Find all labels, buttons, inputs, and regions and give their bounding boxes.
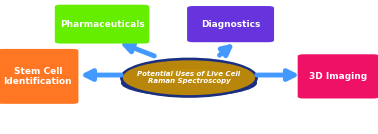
Ellipse shape [123, 60, 255, 95]
Ellipse shape [121, 69, 257, 97]
Text: 3D Imaging: 3D Imaging [309, 72, 367, 81]
Text: Pharmaceuticals: Pharmaceuticals [60, 20, 144, 29]
Text: Diagnostics: Diagnostics [201, 20, 260, 29]
Text: Stem Cell
Identification: Stem Cell Identification [3, 67, 72, 86]
FancyBboxPatch shape [55, 5, 149, 44]
FancyBboxPatch shape [298, 54, 378, 98]
Ellipse shape [120, 58, 258, 98]
Ellipse shape [149, 69, 229, 81]
FancyBboxPatch shape [0, 49, 79, 104]
Text: Potential Uses of Live Cell
Raman Spectroscopy: Potential Uses of Live Cell Raman Spectr… [138, 71, 240, 84]
FancyBboxPatch shape [187, 6, 274, 42]
